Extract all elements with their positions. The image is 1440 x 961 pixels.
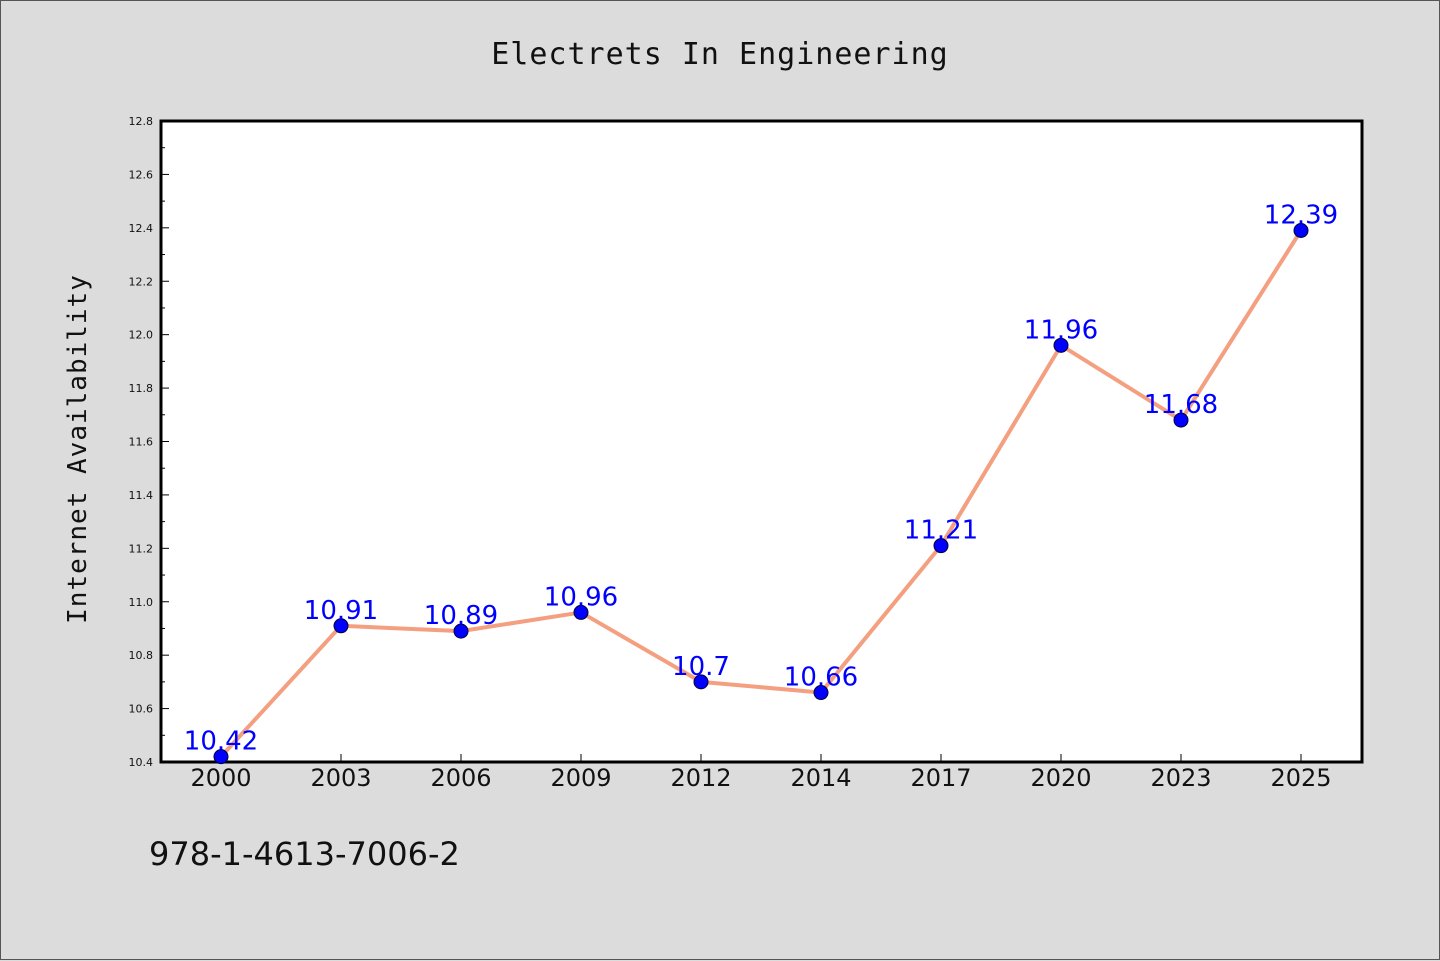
- data-point: [453, 623, 469, 639]
- y-tick-label: 12.4: [129, 222, 154, 235]
- x-tick-label: 2023: [1150, 764, 1211, 792]
- y-tick-label: 10.6: [129, 703, 154, 716]
- y-tick-label: 11.0: [129, 596, 154, 609]
- y-axis-label: Internet Availability: [63, 274, 93, 624]
- data-point: [693, 674, 709, 690]
- data-point: [1173, 412, 1189, 428]
- y-tick-label: 11.6: [129, 436, 154, 449]
- data-point: [573, 604, 589, 620]
- data-point: [813, 685, 829, 701]
- y-tick-label: 11.2: [129, 542, 154, 555]
- data-point: [213, 749, 229, 765]
- data-label: 10.7: [672, 652, 730, 682]
- y-tick-label: 11.8: [129, 382, 154, 395]
- y-axis: 10.4 10.6 10.8 11.0 11.2 11.4 11.6 11.8 12.0 12.2…: [129, 115, 169, 769]
- y-tick-label: 12.8: [129, 115, 154, 128]
- y-tick-label: 10.4: [129, 756, 154, 769]
- data-label: 10.42: [184, 727, 258, 757]
- data-point: [1053, 337, 1069, 353]
- series-line: [219, 229, 1303, 759]
- data-label: 10.89: [424, 601, 498, 631]
- x-tick-label: 2020: [1030, 764, 1091, 792]
- y-tick-label: 12.0: [129, 329, 154, 342]
- x-tick-label: 2000: [190, 764, 251, 792]
- x-axis: 2000 2003 2006 2009 2012 2014 2017 2020 2023 2025: [190, 754, 1332, 792]
- data-label: 11.96: [1024, 315, 1098, 345]
- x-tick-label: 2017: [910, 764, 971, 792]
- data-label: 12.39: [1264, 201, 1338, 231]
- y-tick-label: 10.8: [129, 649, 154, 662]
- plot-area: [159, 119, 1364, 764]
- x-tick-label: 2006: [430, 764, 491, 792]
- footnote: 978-1-4613-7006-2: [149, 835, 460, 873]
- data-point: [333, 618, 349, 634]
- x-tick-label: 2003: [310, 764, 371, 792]
- x-tick-label: 2012: [670, 764, 731, 792]
- data-point: [1293, 223, 1309, 239]
- x-tick-label: 2014: [790, 764, 851, 792]
- data-label: 10.66: [784, 663, 858, 693]
- y-tick-label: 12.6: [129, 168, 154, 181]
- x-tick-label: 2025: [1270, 764, 1331, 792]
- data-label: 11.68: [1144, 390, 1218, 420]
- series-markers: [213, 223, 1309, 765]
- x-tick-label: 2009: [550, 764, 611, 792]
- data-label: 10.91: [304, 596, 378, 626]
- chart-title: Electrets In Engineering: [491, 37, 948, 72]
- y-tick-label: 12.2: [129, 275, 154, 288]
- data-labels: 10.42 10.91 10.89 10.96 10.7 10.66 11.21 11.96 1…: [184, 201, 1338, 757]
- data-label: 11.21: [904, 516, 978, 546]
- data-label: 10.96: [544, 582, 618, 612]
- data-point: [933, 538, 949, 554]
- y-tick-label: 11.4: [129, 489, 154, 502]
